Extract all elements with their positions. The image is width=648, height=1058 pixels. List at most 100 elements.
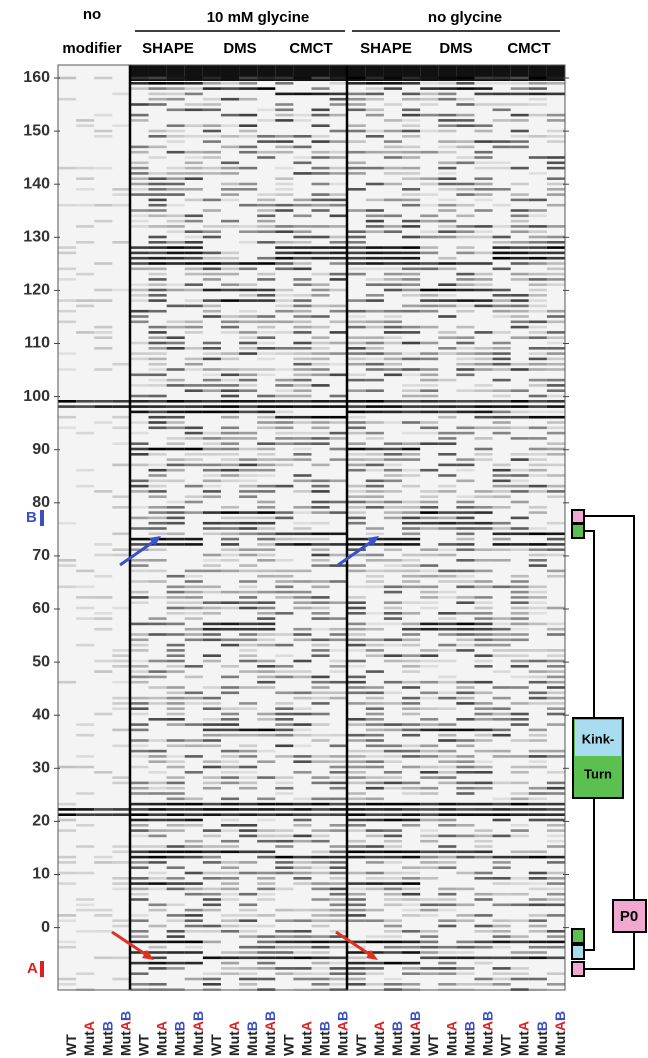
band [293, 824, 311, 827]
band [493, 819, 511, 822]
band [257, 405, 275, 408]
band [130, 315, 148, 318]
band [185, 882, 203, 885]
band [384, 829, 402, 832]
band [167, 511, 185, 514]
band [239, 310, 257, 313]
band [366, 278, 384, 281]
band [330, 374, 348, 377]
band [293, 692, 311, 695]
band [221, 972, 239, 975]
band [547, 692, 565, 695]
band [420, 82, 438, 85]
band [529, 697, 547, 700]
band [402, 469, 420, 472]
band [167, 718, 185, 721]
band [547, 819, 565, 822]
band [149, 967, 167, 970]
band [348, 379, 366, 382]
band [330, 82, 348, 85]
band [384, 469, 402, 472]
band [239, 930, 257, 933]
band [493, 983, 511, 986]
band [511, 326, 529, 329]
band [293, 278, 311, 281]
band [384, 654, 402, 657]
band [239, 299, 257, 302]
band [312, 559, 330, 562]
band [149, 199, 167, 202]
band [293, 326, 311, 329]
band [420, 151, 438, 154]
band [275, 559, 293, 562]
band [493, 469, 511, 472]
band [185, 580, 203, 583]
band [420, 596, 438, 599]
band [348, 257, 366, 260]
band [529, 199, 547, 202]
band [348, 347, 366, 350]
band [293, 347, 311, 350]
band [474, 872, 492, 875]
band [402, 220, 420, 223]
band [149, 835, 167, 838]
band [402, 135, 420, 138]
band [112, 405, 130, 408]
band [185, 77, 203, 80]
band [149, 861, 167, 864]
band [167, 543, 185, 546]
band [293, 114, 311, 117]
band [384, 151, 402, 154]
band [348, 665, 366, 668]
band [547, 278, 565, 281]
band [384, 172, 402, 175]
band [130, 851, 148, 854]
band [511, 453, 529, 456]
lane-label-part: A [262, 1021, 278, 1031]
lane-label-part: WT [280, 1034, 296, 1056]
band [529, 798, 547, 801]
band [239, 77, 257, 80]
band [76, 872, 94, 875]
band [366, 776, 384, 779]
band [203, 236, 221, 239]
band [511, 82, 529, 85]
band [112, 427, 130, 430]
band [456, 729, 474, 732]
band [366, 225, 384, 228]
band [239, 87, 257, 90]
band [221, 882, 239, 885]
band [257, 538, 275, 541]
band [130, 289, 148, 292]
band [167, 501, 185, 504]
band [312, 480, 330, 483]
band [366, 782, 384, 785]
band [420, 776, 438, 779]
band [149, 739, 167, 742]
band [366, 352, 384, 355]
band [58, 204, 76, 207]
band [384, 930, 402, 933]
band [221, 813, 239, 816]
band [330, 151, 348, 154]
band [257, 639, 275, 642]
band [420, 305, 438, 308]
band [529, 919, 547, 922]
band [203, 808, 221, 811]
band [420, 432, 438, 435]
helix-block [572, 945, 584, 959]
band [384, 405, 402, 408]
band [185, 124, 203, 127]
band [94, 220, 112, 223]
band [112, 533, 130, 536]
band [76, 596, 94, 599]
band [257, 554, 275, 557]
lane-label: MutB [244, 1021, 260, 1056]
band [203, 957, 221, 960]
band [366, 109, 384, 112]
band [511, 957, 529, 960]
band [94, 554, 112, 557]
band [58, 856, 76, 859]
band [149, 448, 167, 451]
band [185, 808, 203, 811]
